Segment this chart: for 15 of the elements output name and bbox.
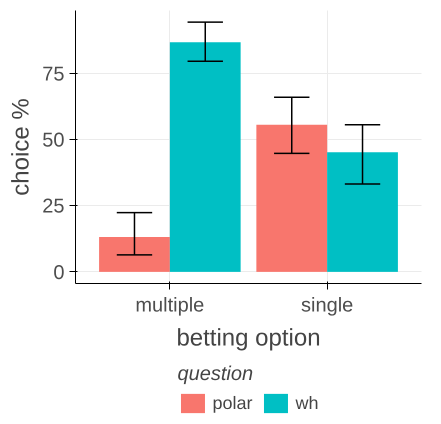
y-axis-title: choice % bbox=[7, 98, 34, 196]
x-tick-label: multiple bbox=[135, 294, 204, 316]
bar bbox=[170, 42, 241, 272]
x-tick-label: single bbox=[301, 294, 354, 316]
legend-label: wh bbox=[296, 392, 319, 414]
x-axis-title: betting option bbox=[176, 324, 321, 352]
y-tick-label: 25 bbox=[42, 196, 65, 218]
y-tick-label: 50 bbox=[42, 130, 65, 152]
bar bbox=[256, 124, 328, 272]
legend-title: question bbox=[177, 363, 254, 386]
bar bbox=[99, 236, 170, 272]
bar bbox=[327, 152, 398, 272]
y-tick-label: 0 bbox=[53, 262, 64, 284]
legend-label: polar bbox=[212, 392, 253, 414]
y-tick-label: 75 bbox=[42, 63, 65, 86]
